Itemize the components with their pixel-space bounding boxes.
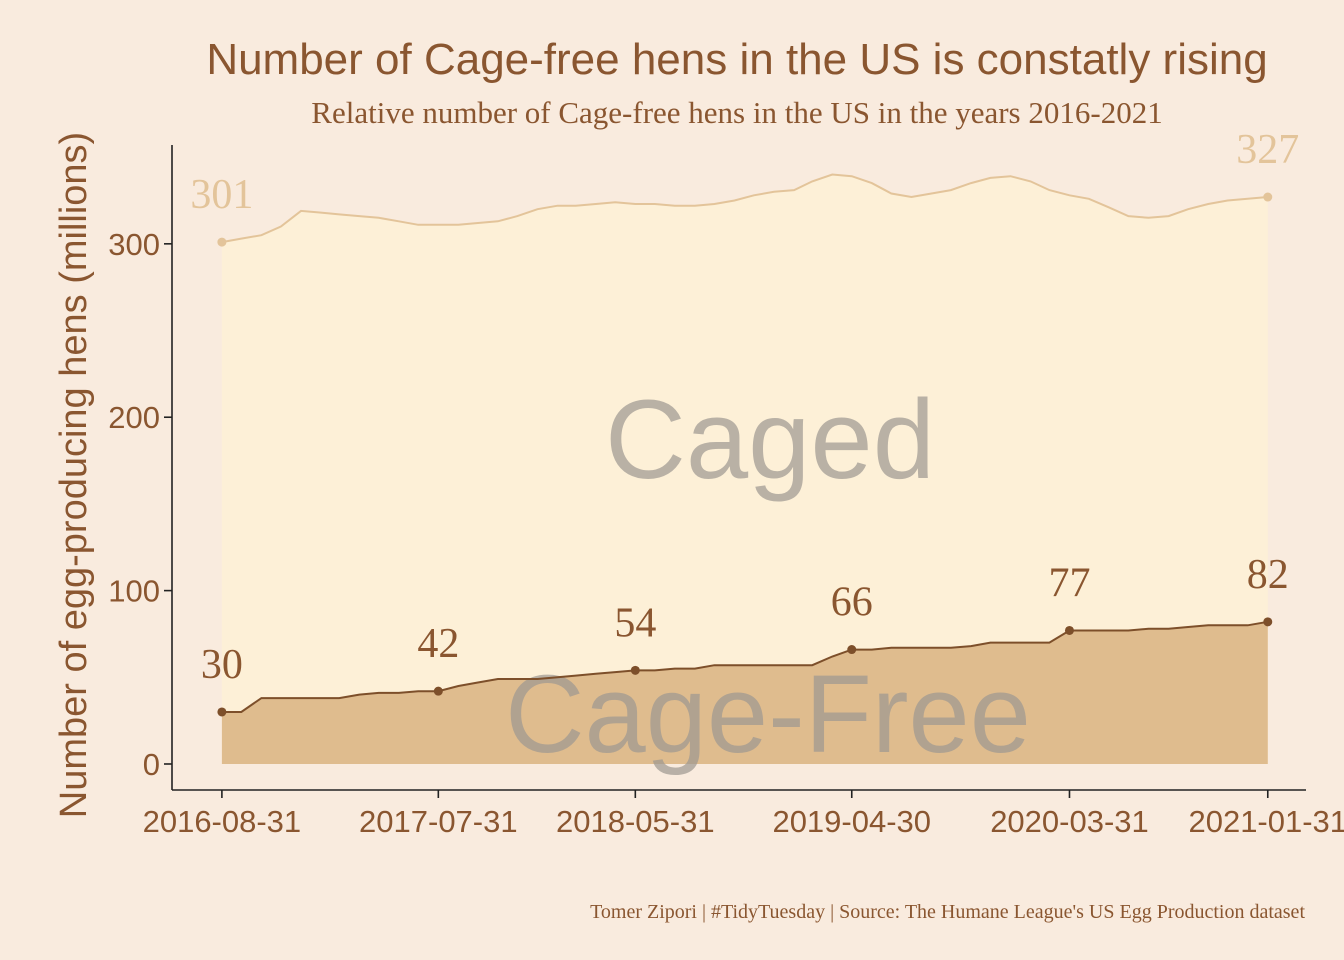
data-point xyxy=(847,645,857,655)
data-point xyxy=(1263,192,1273,202)
x-tick-label: 2018-05-31 xyxy=(556,804,715,839)
cage-free-series-line xyxy=(221,620,1268,713)
chart-caption: Tomer Zipori | #TidyTuesday | Source: Th… xyxy=(590,901,1305,923)
plot-area: Caged Cage-Free 301 327 30 42 54 66 77 82 xyxy=(190,127,1299,776)
caged-area xyxy=(221,174,1268,764)
data-label: 301 xyxy=(190,172,253,218)
chart-subtitle: Relative number of Cage-free hens in the… xyxy=(311,95,1162,130)
caged-area-label: Caged xyxy=(605,377,935,502)
y-tick-label: 200 xyxy=(108,400,160,435)
data-point xyxy=(1263,617,1273,627)
data-point xyxy=(433,686,443,696)
cage-free-area-label: Cage-Free xyxy=(505,653,1031,776)
x-tick-label: 2019-04-30 xyxy=(772,804,931,839)
data-point xyxy=(1064,625,1074,635)
data-label: 82 xyxy=(1247,552,1289,598)
data-label: 77 xyxy=(1048,560,1090,606)
y-tick-label: 100 xyxy=(108,574,160,609)
chart-title: Number of Cage-free hens in the US is co… xyxy=(206,35,1267,84)
y-tick-label: 0 xyxy=(143,747,160,782)
x-tick-label: 2016-08-31 xyxy=(143,804,302,839)
x-tick-label: 2020-03-31 xyxy=(990,804,1149,839)
data-point xyxy=(217,237,227,247)
data-label: 66 xyxy=(831,580,873,626)
cage-free-area xyxy=(221,621,1268,764)
data-point xyxy=(630,665,640,675)
data-label: 54 xyxy=(614,600,656,646)
y-tick-label: 300 xyxy=(108,227,160,262)
data-point xyxy=(217,707,227,717)
data-label: 327 xyxy=(1236,127,1299,173)
data-label: 42 xyxy=(417,621,459,667)
x-tick-label: 2021-01-31 xyxy=(1188,804,1344,839)
data-label: 30 xyxy=(201,642,243,688)
x-tick-label: 2017-07-31 xyxy=(359,804,518,839)
y-axis-label: Number of egg-producing hens (millions) xyxy=(53,132,95,818)
total-series-line xyxy=(221,173,1268,244)
